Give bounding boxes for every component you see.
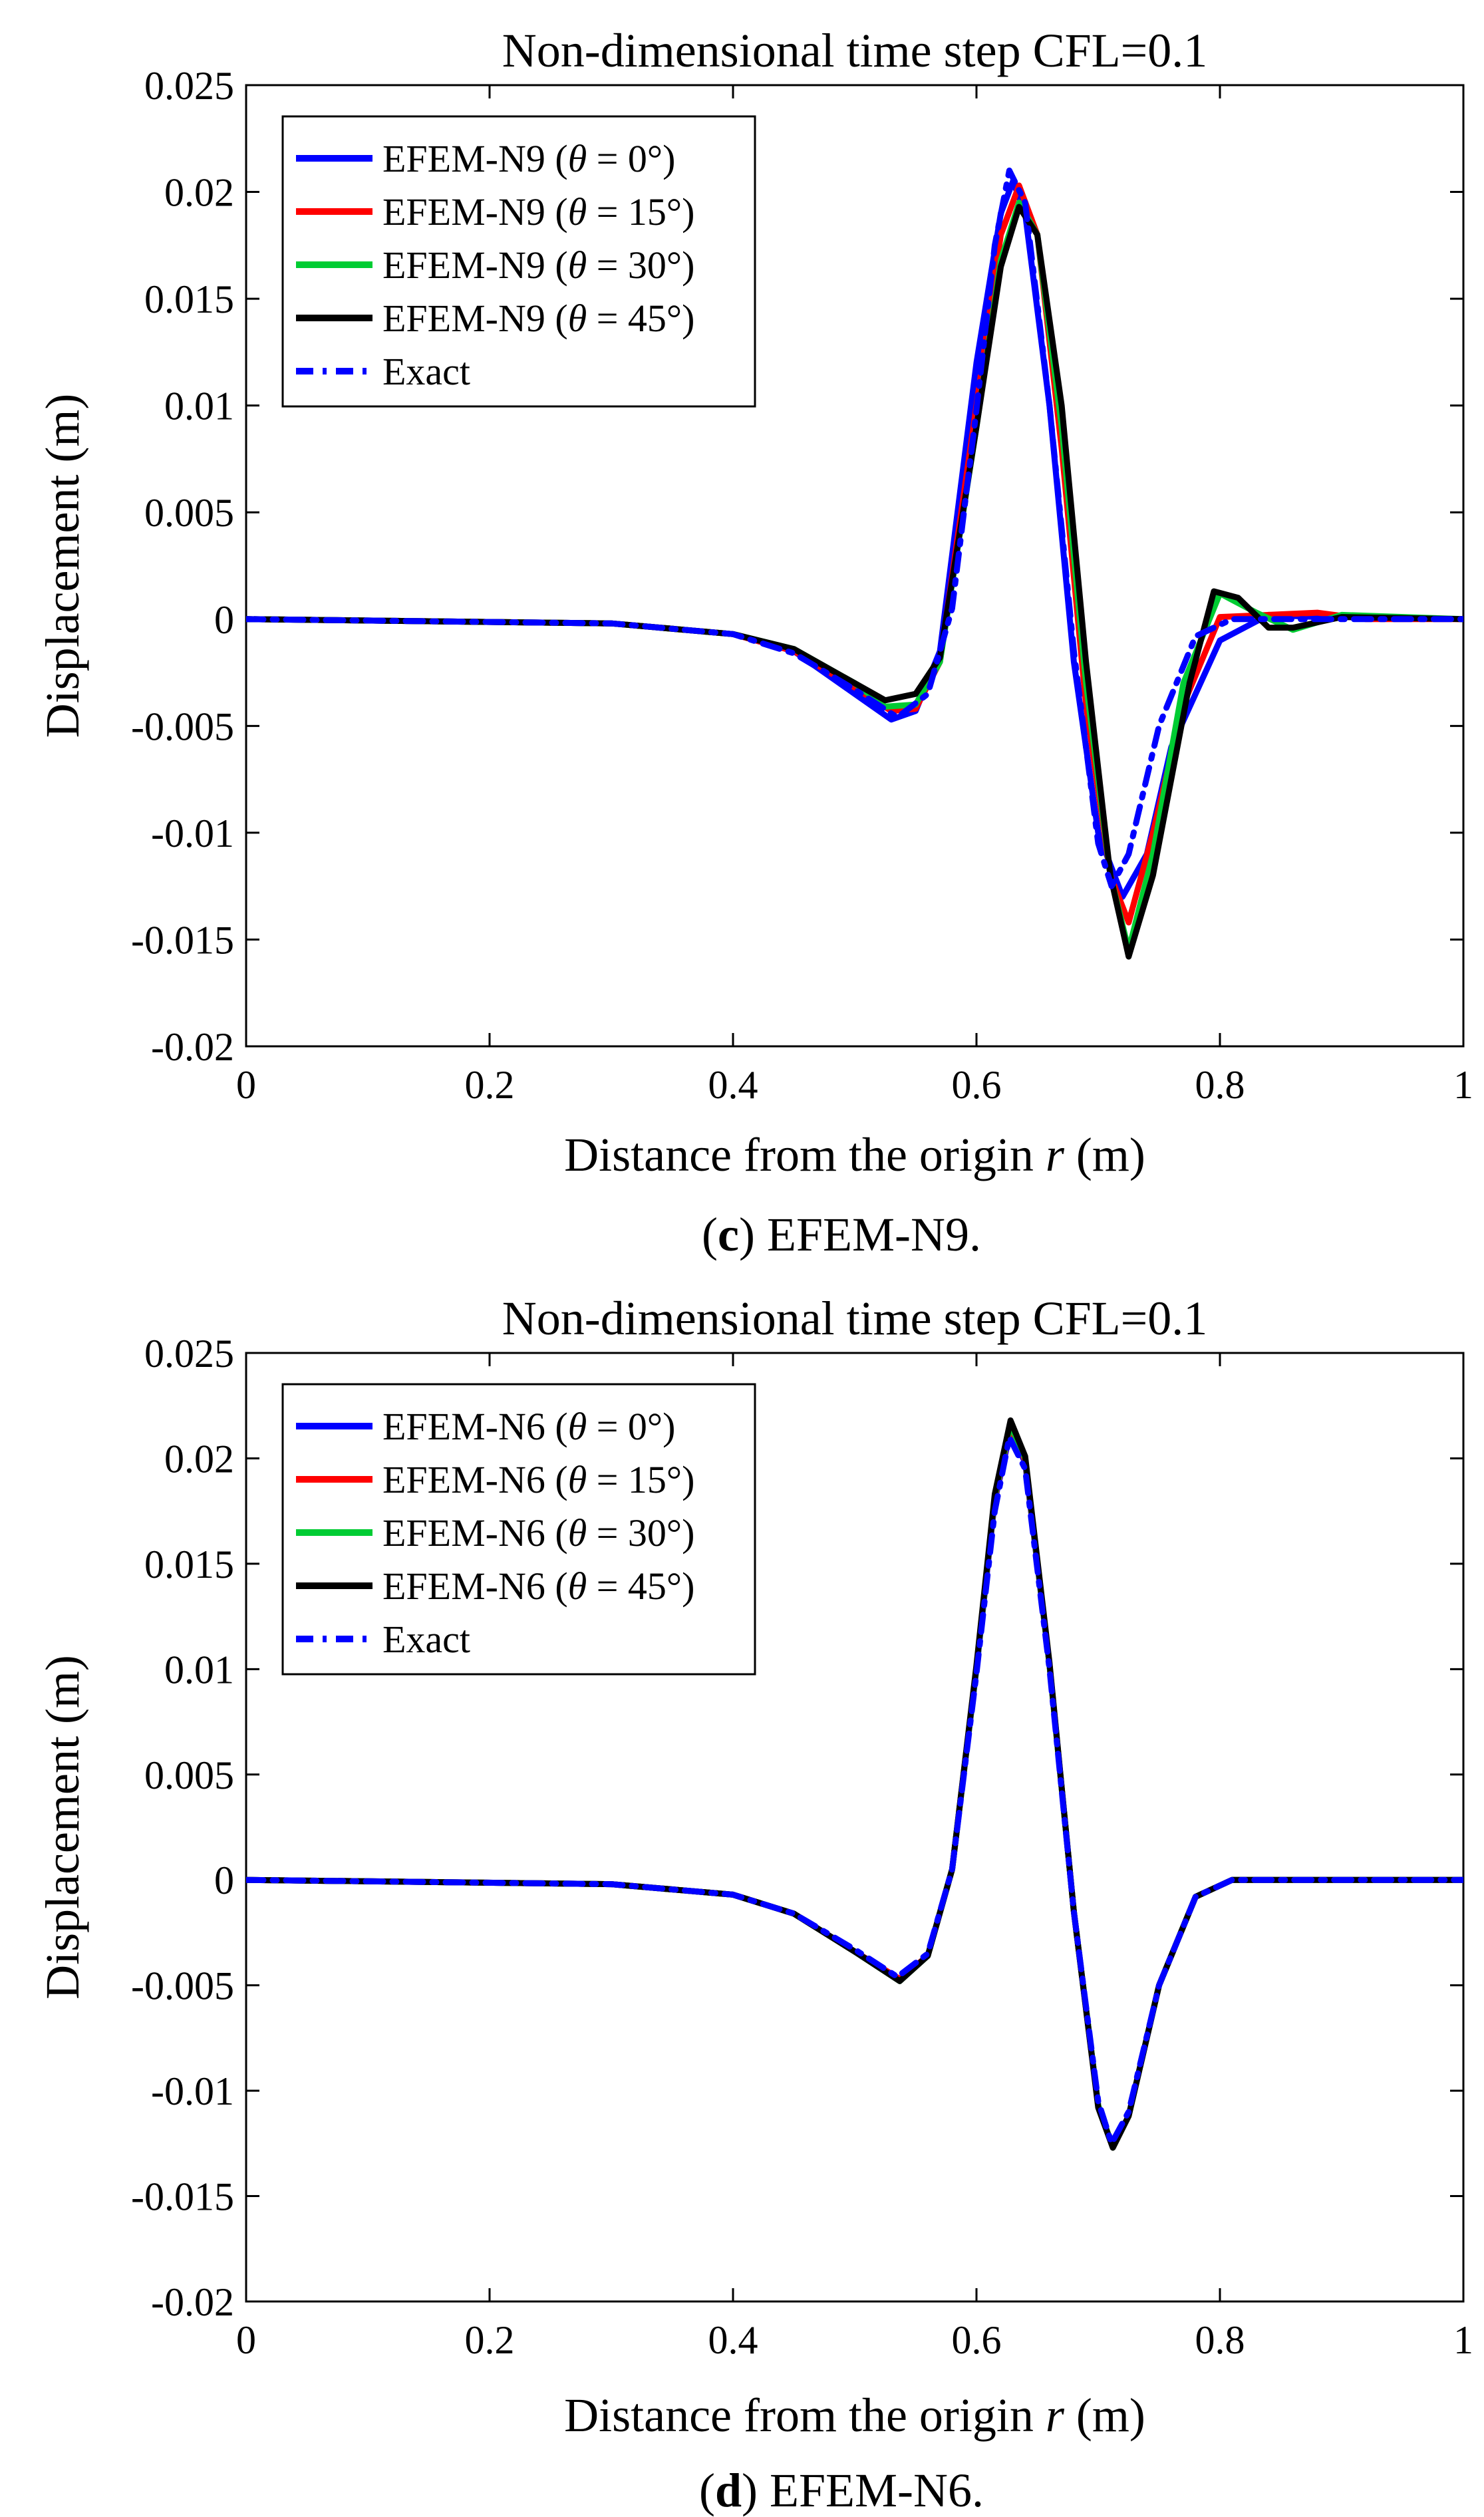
x-axis-label: Distance from the origin r (m) <box>564 2389 1145 2442</box>
x-tick-label: 0.4 <box>708 1063 758 1107</box>
legend: EFEM-N6 (θ = 0°) EFEM-N6 (θ = 15°) EFEM-N6… <box>281 1383 756 1676</box>
y-tick-label: -0.02 <box>151 2280 234 2324</box>
y-tick-label: 0.025 <box>144 1332 234 1376</box>
legend-label: EFEM-N6 (θ = 15°) <box>382 1458 694 1501</box>
y-tick-label: 0.01 <box>164 384 234 428</box>
series-group <box>246 1417 1463 2151</box>
y-tick-label: 0.005 <box>144 1753 234 1797</box>
figure-caption: (c) EFEM-N9. <box>702 1208 981 1261</box>
y-tick-label: 0.015 <box>144 1543 234 1586</box>
x-tick-label: 0 <box>236 2318 256 2362</box>
y-tick-label: 0.01 <box>164 1648 234 1692</box>
legend: EFEM-N9 (θ = 0°) EFEM-N9 (θ = 15°) EFEM-N9… <box>281 115 756 408</box>
chart-panel-c: 0 0.2 0.4 0.6 0.8 1 -0.02 -0.015 -0.01 -0.005 0 0.0… <box>36 24 1473 1261</box>
x-tick-label: 0.2 <box>465 2318 515 2362</box>
legend-label: EFEM-N9 (θ = 0°) <box>382 137 675 180</box>
legend-label: EFEM-N9 (θ = 15°) <box>382 190 694 233</box>
x-tick-label: 0.2 <box>465 1063 515 1107</box>
series-line-45deg <box>246 204 1463 960</box>
y-tick-label: -0.015 <box>131 918 234 962</box>
x-axis-label: Distance from the origin r (m) <box>564 1128 1145 1181</box>
series-line-exact <box>246 1434 1463 2147</box>
x-tick-label: 0.4 <box>708 2318 758 2362</box>
legend-label: Exact <box>382 350 470 393</box>
y-tick-label: 0.025 <box>144 64 234 108</box>
series-group <box>246 167 1463 960</box>
y-axis-label: Displacement (m) <box>36 394 89 738</box>
y-tick-label: -0.015 <box>131 2175 234 2219</box>
y-tick-label: 0.005 <box>144 491 234 535</box>
y-tick-label: -0.02 <box>151 1025 234 1069</box>
x-tick-label: 0.8 <box>1195 1063 1245 1107</box>
y-tick-label: -0.005 <box>131 704 234 748</box>
x-tick-label: 0.6 <box>952 2318 1002 2362</box>
y-tick-label: 0.015 <box>144 277 234 321</box>
y-tick-label: 0.02 <box>164 171 234 215</box>
x-tick-label: 1 <box>1453 1063 1473 1107</box>
legend-label: EFEM-N6 (θ = 45°) <box>382 1564 694 1608</box>
legend-label: EFEM-N6 (θ = 30°) <box>382 1511 694 1555</box>
x-tick-label: 0 <box>236 1063 256 1107</box>
x-tick-label: 0.6 <box>952 1063 1002 1107</box>
chart-title: Non-dimensional time step CFL=0.1 <box>502 24 1208 77</box>
series-line-exact <box>246 167 1463 889</box>
legend-label: EFEM-N9 (θ = 45°) <box>382 297 694 340</box>
x-tick-label: 0.8 <box>1195 2318 1245 2362</box>
plot-frame <box>245 1352 1465 2303</box>
legend-label: EFEM-N6 (θ = 0°) <box>382 1405 675 1448</box>
chart-title: Non-dimensional time step CFL=0.1 <box>502 1292 1208 1345</box>
y-tick-label: 0.02 <box>164 1437 234 1481</box>
y-axis-label: Displacement (m) <box>36 1655 89 1999</box>
y-tick-label: 0 <box>214 1858 234 1902</box>
legend-label: EFEM-N9 (θ = 30°) <box>382 243 694 287</box>
x-tick-label: 1 <box>1453 2318 1473 2362</box>
y-tick-label: -0.01 <box>151 812 234 855</box>
y-tick-label: -0.01 <box>151 2069 234 2113</box>
figure-caption: (d) EFEM-N6. <box>699 2464 984 2517</box>
chart-panel-d: 0 0.2 0.4 0.6 0.8 1 -0.02 -0.015 -0.01 -0.005 0 0.0… <box>36 1292 1473 2517</box>
plot-frame <box>245 84 1465 1048</box>
y-tick-label: 0 <box>214 598 234 642</box>
legend-label: Exact <box>382 1618 470 1661</box>
y-tick-label: -0.005 <box>131 1964 234 2008</box>
